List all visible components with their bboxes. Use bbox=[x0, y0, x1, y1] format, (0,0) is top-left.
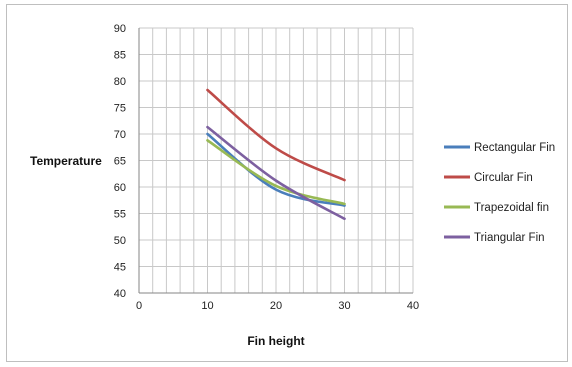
series-line-rectangular-fin bbox=[206, 132, 346, 207]
legend-label: Circular Fin bbox=[474, 172, 533, 184]
y-tick-label: 80 bbox=[114, 76, 126, 88]
legend-label: Rectangular Fin bbox=[474, 142, 555, 154]
x-axis-label: Fin height bbox=[247, 334, 304, 348]
y-tick-label: 90 bbox=[114, 23, 126, 35]
x-tick-label: 40 bbox=[407, 300, 419, 312]
y-tick-label: 85 bbox=[114, 50, 126, 62]
series-line-circular-fin bbox=[206, 88, 346, 182]
legend: Rectangular Fin Circular Fin Trapezoidal f… bbox=[444, 142, 555, 244]
chart-frame bbox=[6, 4, 568, 362]
series-line-triangular-fin bbox=[206, 125, 346, 221]
x-tick-label: 30 bbox=[338, 300, 350, 312]
y-tick-label: 65 bbox=[114, 156, 126, 168]
y-tick-label: 70 bbox=[114, 129, 126, 141]
legend-label: Triangular Fin bbox=[474, 232, 545, 244]
y-tick-labels: 40 45 50 55 60 65 70 75 80 85 90 bbox=[114, 23, 126, 300]
y-tick-label: 75 bbox=[114, 103, 126, 115]
y-tick-label: 45 bbox=[114, 262, 126, 274]
x-tick-label: 20 bbox=[270, 300, 282, 312]
series-lines bbox=[206, 88, 346, 221]
y-axis-label: Temperature bbox=[30, 154, 102, 168]
y-tick-label: 40 bbox=[114, 288, 126, 300]
x-tick-labels: 0 10 20 30 40 bbox=[136, 300, 419, 312]
y-tick-label: 50 bbox=[114, 235, 126, 247]
x-tick-label: 0 bbox=[136, 300, 142, 312]
x-tick-label: 10 bbox=[201, 300, 213, 312]
y-tick-label: 55 bbox=[114, 209, 126, 221]
legend-label: Trapezoidal fin bbox=[474, 202, 549, 214]
axes bbox=[138, 28, 413, 294]
y-tick-label: 60 bbox=[114, 182, 126, 194]
series-line-trapezoidal-fin bbox=[206, 139, 346, 206]
gridlines bbox=[138, 27, 414, 294]
